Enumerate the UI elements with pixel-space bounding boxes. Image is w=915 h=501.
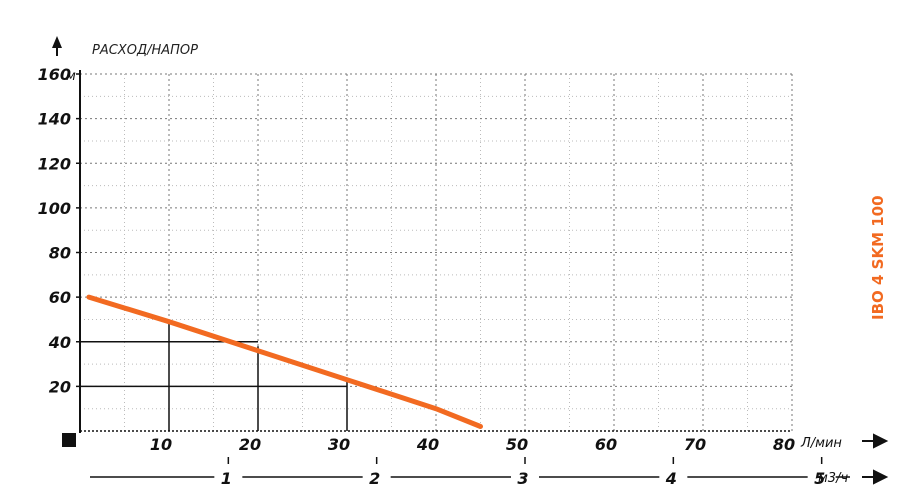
x2-tick-gap (511, 468, 539, 486)
y-tick-label: 100 (38, 199, 71, 218)
x2-tick-gap (214, 468, 243, 486)
x-tick-label: 70 (684, 435, 706, 454)
right-arrow-icon (862, 433, 889, 449)
axes (76, 70, 850, 478)
x-tick-label: 10 (150, 435, 172, 454)
series-group (86, 294, 483, 429)
y-tick-label: 40 (48, 333, 71, 352)
y-tick-label: 120 (38, 154, 71, 173)
grid-lines (80, 73, 793, 431)
series-line (86, 294, 483, 429)
origin-marker (62, 433, 76, 447)
x-unit-label: Л/мин (800, 436, 842, 451)
x2-tick-label: 2 (369, 469, 380, 488)
x-tick-label: 40 (416, 435, 439, 454)
x-tick-label: 30 (328, 435, 350, 454)
x-tick-label: 80 (773, 435, 795, 454)
x2-tick-label: 5 (814, 469, 825, 488)
tick-labels: 20 40 60 80 100 120 140 160 10 20 30 40 50 60 70 80 1 2 3 4… (38, 65, 836, 488)
x2-unit-label: м3/ч (818, 471, 848, 486)
x-tick-label: 20 (239, 435, 261, 454)
x2-tick-gap (659, 468, 688, 486)
y-tick-label: 140 (38, 110, 71, 129)
y-tick-label: 80 (49, 244, 71, 263)
y-unit-label: м (66, 69, 76, 84)
x2-tick-gap (807, 468, 836, 486)
x2-tick-label: 4 (665, 469, 677, 488)
right-arrow-icon-secondary (862, 469, 889, 485)
model-label: IBO 4 SKM 100 (869, 195, 887, 320)
chart-title: РАСХОД/НАПОР (92, 43, 198, 58)
x2-tick-gap (362, 468, 391, 486)
x-tick-label: 60 (595, 435, 617, 454)
y-tick-label: 160 (38, 65, 71, 84)
y-tick-label: 60 (49, 288, 71, 307)
x2-tick-label: 1 (221, 469, 232, 488)
x2-tick-label: 3 (517, 469, 528, 488)
up-arrow-icon (52, 36, 62, 48)
x-tick-label: 50 (506, 435, 528, 454)
y-tick-label: 20 (49, 377, 71, 396)
